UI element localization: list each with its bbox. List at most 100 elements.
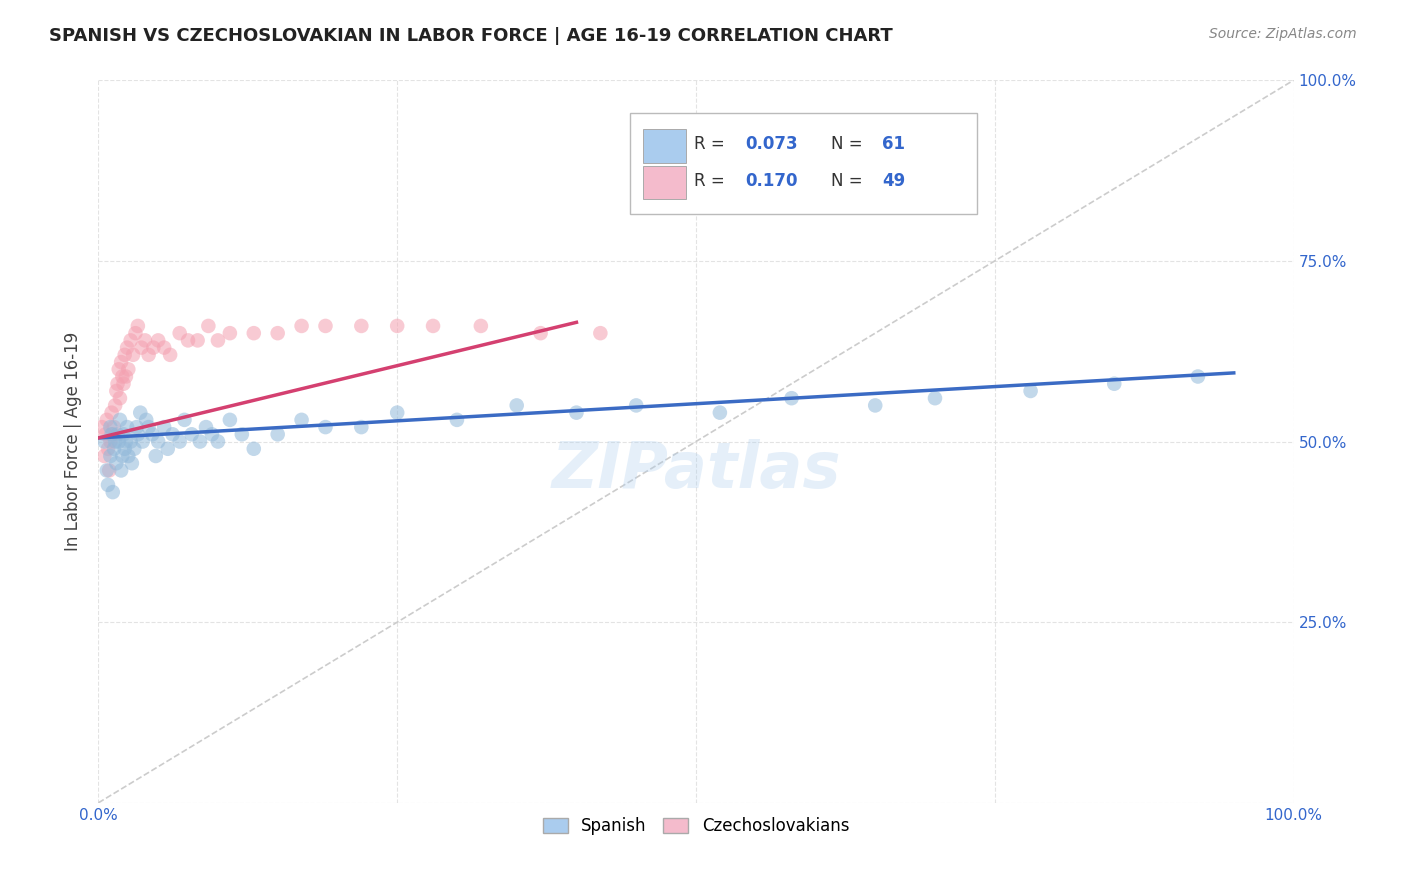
Point xyxy=(243,442,266,456)
Point xyxy=(100,427,122,442)
Point xyxy=(122,348,145,362)
Point xyxy=(93,434,115,449)
Point xyxy=(188,434,211,449)
Point xyxy=(156,442,179,456)
Point xyxy=(138,420,160,434)
Point xyxy=(865,398,887,412)
Point xyxy=(153,341,176,355)
Point xyxy=(124,442,146,456)
Point xyxy=(98,420,122,434)
Point xyxy=(125,420,148,434)
Point xyxy=(120,334,142,348)
Point xyxy=(385,406,409,420)
FancyBboxPatch shape xyxy=(644,129,686,162)
Legend: Spanish, Czechoslovakians: Spanish, Czechoslovakians xyxy=(536,810,856,841)
Point xyxy=(243,326,266,340)
Point xyxy=(105,456,128,470)
Point xyxy=(350,420,373,434)
Point xyxy=(124,326,146,340)
FancyBboxPatch shape xyxy=(630,112,977,214)
Point xyxy=(91,420,114,434)
Point xyxy=(110,355,132,369)
Point xyxy=(197,318,219,333)
Point xyxy=(153,420,176,434)
Point xyxy=(131,341,153,355)
Point xyxy=(108,413,131,427)
Point xyxy=(131,434,153,449)
Point xyxy=(111,449,134,463)
Y-axis label: In Labor Force | Age 16-19: In Labor Force | Age 16-19 xyxy=(65,332,83,551)
Point xyxy=(129,406,152,420)
FancyBboxPatch shape xyxy=(644,166,686,199)
Point xyxy=(219,326,242,340)
Point xyxy=(101,427,124,442)
Point xyxy=(134,334,156,348)
Point xyxy=(107,362,129,376)
Point xyxy=(112,427,135,442)
Point xyxy=(219,413,242,427)
Point xyxy=(96,413,118,427)
Point xyxy=(110,463,132,477)
Point xyxy=(506,398,529,412)
Point xyxy=(145,449,167,463)
Point xyxy=(108,391,131,405)
Point xyxy=(97,478,120,492)
Point xyxy=(195,420,218,434)
Point xyxy=(1019,384,1042,398)
Point xyxy=(114,348,136,362)
Point xyxy=(94,427,117,442)
Point xyxy=(267,326,290,340)
Point xyxy=(315,318,337,333)
Point xyxy=(291,413,314,427)
Text: 0.073: 0.073 xyxy=(745,135,797,153)
Point xyxy=(162,427,184,442)
Point xyxy=(121,456,143,470)
Point xyxy=(104,398,127,412)
Text: R =: R = xyxy=(693,172,730,190)
Point xyxy=(207,434,229,449)
Point xyxy=(173,413,195,427)
Point xyxy=(148,434,170,449)
Point xyxy=(1104,376,1126,391)
Point xyxy=(177,334,200,348)
Point xyxy=(291,318,314,333)
Point xyxy=(120,434,142,449)
Text: ZIPatlas: ZIPatlas xyxy=(551,440,841,501)
Point xyxy=(107,434,129,449)
Point xyxy=(709,406,731,420)
Point xyxy=(127,427,149,442)
Text: Source: ZipAtlas.com: Source: ZipAtlas.com xyxy=(1209,27,1357,41)
Point xyxy=(104,434,127,449)
Point xyxy=(315,420,337,434)
Point xyxy=(138,348,160,362)
Point xyxy=(530,326,553,340)
Point xyxy=(589,326,612,340)
Point xyxy=(626,398,648,412)
Point xyxy=(111,369,134,384)
Point xyxy=(101,485,124,500)
Point xyxy=(169,434,191,449)
Point xyxy=(115,434,138,449)
Point xyxy=(350,318,373,333)
Point xyxy=(565,406,588,420)
Point xyxy=(98,463,121,477)
Point xyxy=(112,376,135,391)
Point xyxy=(201,427,224,442)
Point xyxy=(98,434,122,449)
Point xyxy=(127,318,149,333)
Text: SPANISH VS CZECHOSLOVAKIAN IN LABOR FORCE | AGE 16-19 CORRELATION CHART: SPANISH VS CZECHOSLOVAKIAN IN LABOR FORC… xyxy=(49,27,893,45)
Point xyxy=(100,406,122,420)
Point xyxy=(924,391,946,405)
Point xyxy=(107,427,129,442)
Point xyxy=(117,449,139,463)
Point xyxy=(115,341,138,355)
Point xyxy=(115,420,138,434)
Text: N =: N = xyxy=(831,172,868,190)
Point xyxy=(159,348,181,362)
Point xyxy=(96,463,118,477)
Point xyxy=(103,420,125,434)
Point xyxy=(1187,369,1209,384)
Text: 61: 61 xyxy=(883,135,905,153)
Point xyxy=(446,413,468,427)
Point xyxy=(93,449,115,463)
